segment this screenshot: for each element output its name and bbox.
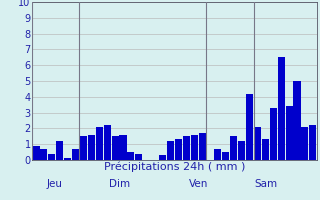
Bar (88, 135, 95, 160)
Bar (80, 136, 87, 160)
Bar (175, 139, 182, 160)
Text: Dim: Dim (109, 179, 130, 189)
X-axis label: Précipitations 24h ( mm ): Précipitations 24h ( mm ) (104, 161, 245, 172)
Bar (214, 149, 221, 160)
Bar (64, 158, 71, 160)
Bar (222, 152, 229, 160)
Bar (56, 141, 63, 160)
Bar (32, 146, 39, 160)
Bar (301, 127, 308, 160)
Bar (270, 108, 277, 160)
Bar (309, 125, 316, 160)
Text: Sam: Sam (254, 179, 277, 189)
Bar (167, 141, 174, 160)
Bar (246, 94, 253, 160)
Bar (104, 125, 111, 160)
Bar (254, 127, 261, 160)
Bar (183, 136, 190, 160)
Bar (48, 154, 55, 160)
Bar (293, 81, 300, 160)
Bar (96, 127, 103, 160)
Bar (111, 136, 119, 160)
Bar (72, 149, 79, 160)
Text: Ven: Ven (189, 179, 208, 189)
Bar (278, 57, 285, 160)
Bar (230, 136, 237, 160)
Bar (198, 133, 206, 160)
Bar (119, 135, 126, 160)
Bar (135, 154, 142, 160)
Bar (238, 141, 245, 160)
Bar (40, 149, 47, 160)
Bar (262, 139, 269, 160)
Bar (191, 135, 198, 160)
Bar (285, 106, 293, 160)
Bar (159, 155, 166, 160)
Text: Jeu: Jeu (46, 179, 62, 189)
Bar (127, 152, 134, 160)
